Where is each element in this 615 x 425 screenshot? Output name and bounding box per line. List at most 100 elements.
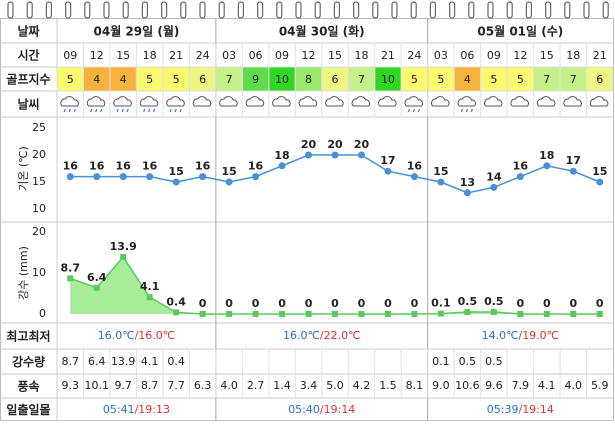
value-label: 15 — [221, 165, 236, 178]
ring — [410, 1, 417, 19]
weather-icon — [86, 96, 106, 107]
rain: 6.4 — [88, 355, 106, 368]
point — [331, 151, 339, 159]
golf-cell — [188, 66, 217, 92]
golf-cell — [347, 66, 376, 92]
time: 15 — [540, 49, 554, 62]
time: 12 — [90, 49, 104, 62]
y-tick-label: 10 — [32, 202, 46, 215]
point — [146, 294, 153, 301]
point — [93, 284, 100, 291]
ring — [257, 1, 264, 19]
point — [570, 311, 577, 317]
ring — [45, 1, 53, 19]
value-label: 16 — [407, 160, 423, 173]
rain: 0.5 — [459, 355, 477, 368]
rain: 4.1 — [141, 355, 159, 368]
wind: 4.1 — [538, 379, 556, 392]
ring — [583, 1, 590, 19]
golf-index: 5 — [67, 73, 74, 86]
rain: 0.1 — [432, 355, 450, 368]
y-tick-label: 0 — [39, 307, 46, 320]
value-label: 6.4 — [87, 271, 107, 284]
value-label: 20 — [354, 138, 370, 151]
weather-icon — [272, 96, 291, 107]
time: 09 — [275, 49, 289, 62]
wind: 10.1 — [84, 379, 109, 392]
day-sun: 05:41/19:13 — [103, 403, 170, 416]
golf-index: 6 — [596, 73, 603, 86]
golf-index: 5 — [173, 73, 180, 86]
ring — [602, 1, 609, 19]
time: 06 — [460, 49, 474, 62]
time: 24 — [196, 49, 210, 62]
value-label: 15 — [592, 165, 607, 178]
day-sun: 05:40/19:14 — [288, 403, 355, 416]
time: 03 — [222, 49, 236, 62]
golf-cell — [374, 66, 402, 92]
point — [119, 173, 127, 181]
golf-index: 4 — [120, 73, 127, 86]
value-label: 20 — [327, 138, 343, 151]
point — [199, 173, 207, 181]
y-tick-label: 10 — [32, 266, 46, 279]
high: 19.0℃ — [522, 329, 559, 342]
point — [199, 311, 206, 317]
weather-icon — [536, 96, 556, 107]
point — [357, 151, 365, 159]
value-label: 16 — [142, 160, 158, 173]
wind: 2.7 — [247, 379, 265, 392]
wind: 4.0 — [565, 379, 583, 392]
golf-cell — [586, 66, 614, 92]
ring — [26, 1, 33, 19]
ring — [218, 1, 225, 19]
low: 16.0℃ — [283, 329, 320, 342]
ring — [64, 1, 72, 19]
y-tick-label: 15 — [32, 175, 46, 188]
ring — [314, 1, 321, 19]
point — [596, 178, 604, 186]
y-tick-label: 20 — [32, 148, 46, 161]
time: 15 — [328, 49, 342, 62]
rain: 13.9 — [111, 355, 136, 368]
ring — [122, 1, 129, 19]
time: 21 — [593, 49, 607, 62]
weather-icon — [589, 96, 609, 107]
ring — [429, 1, 436, 19]
value-label: 0 — [569, 297, 577, 310]
wind: 3.4 — [300, 379, 318, 392]
golf-index: 5 — [517, 73, 524, 86]
high: 16.0℃ — [138, 329, 175, 342]
high: 19:14 — [522, 403, 554, 416]
sep: / — [518, 403, 522, 416]
point — [146, 173, 154, 181]
value-label: 0 — [305, 297, 313, 310]
golf-index: 8 — [305, 73, 312, 86]
day-minmax: 16.0℃/22.0℃ — [283, 329, 360, 342]
point — [358, 311, 365, 317]
sep: / — [320, 329, 324, 342]
weather-icon — [219, 96, 238, 107]
point — [252, 311, 259, 317]
point — [279, 311, 286, 317]
day-minmax: 14.0℃/19.0℃ — [482, 329, 559, 342]
low: 16.0℃ — [98, 329, 135, 342]
value-label: 15 — [168, 165, 183, 178]
ring — [525, 1, 533, 19]
sep: / — [135, 403, 139, 416]
high: 19:13 — [138, 403, 170, 416]
point — [437, 178, 445, 186]
weather-icon — [484, 96, 503, 107]
value-label: 16 — [89, 160, 105, 173]
weather-icon — [245, 96, 265, 107]
ring — [161, 1, 168, 19]
ring — [103, 1, 110, 19]
golf-index: 7 — [358, 73, 365, 86]
golf-cell — [135, 66, 164, 92]
golf-index: 9 — [252, 73, 259, 86]
golf-index: 4 — [464, 73, 471, 86]
time: 18 — [143, 49, 157, 62]
ring — [237, 1, 244, 19]
point — [252, 173, 260, 181]
